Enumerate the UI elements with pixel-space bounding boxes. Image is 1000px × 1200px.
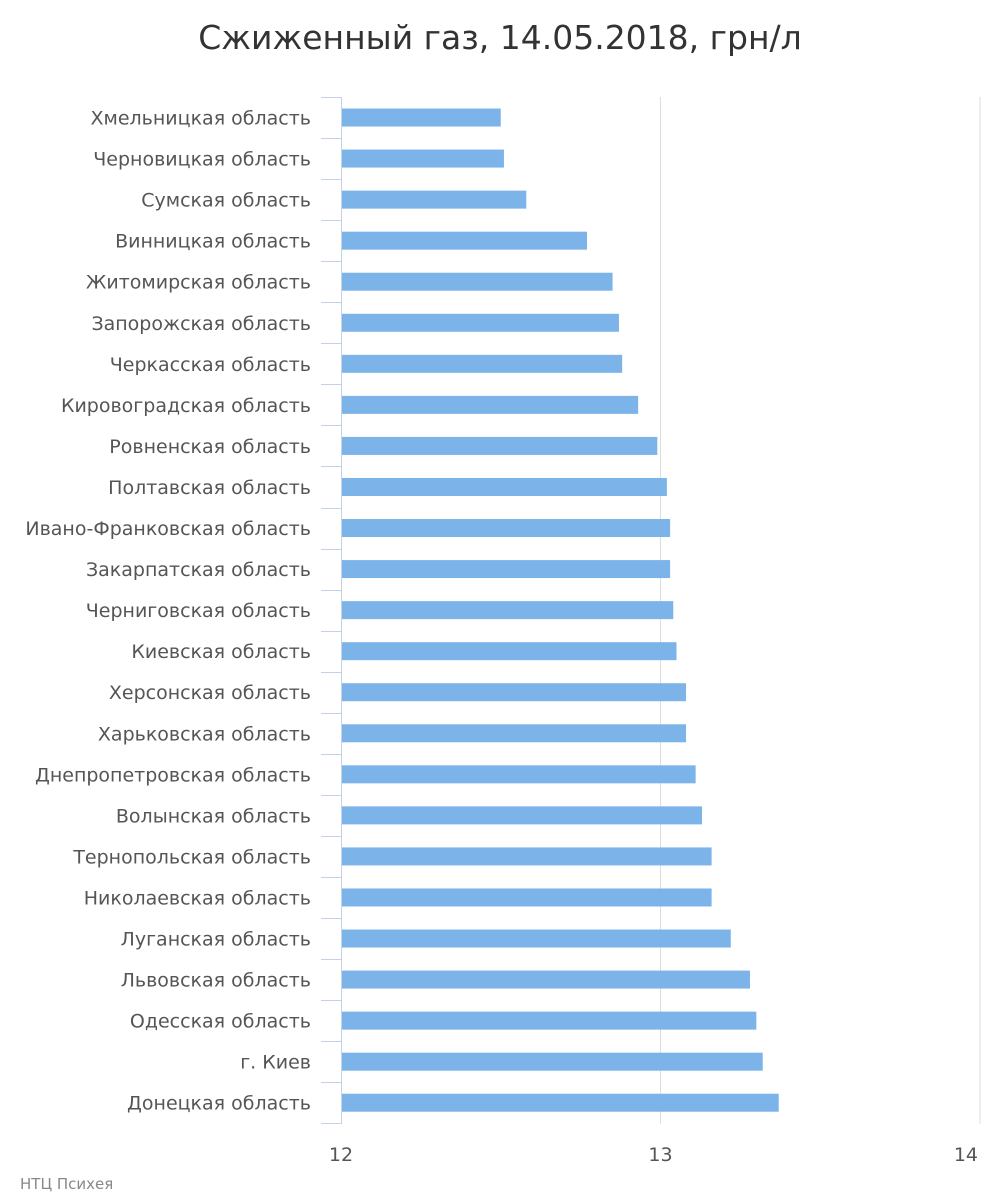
category-label: Закарпатская область [86, 559, 311, 581]
category-label: Волынская область [116, 805, 311, 827]
category-label: Харьковская область [98, 723, 311, 745]
bar [342, 724, 687, 743]
y-axis [321, 97, 342, 1124]
category-label: Николаевская область [84, 887, 311, 909]
category-label: Ивано-Франковская область [25, 518, 311, 540]
bar [342, 970, 750, 989]
category-label: Львовская область [121, 970, 311, 992]
category-label: Кировоградская область [61, 395, 311, 417]
category-label: г. Киев [240, 1052, 311, 1074]
bar [342, 436, 658, 455]
bar [342, 601, 674, 620]
bars [342, 108, 779, 1112]
bar [342, 519, 671, 538]
category-label: Донецкая область [127, 1093, 311, 1115]
bar [342, 1011, 757, 1030]
category-label: Тернопольская область [72, 846, 311, 868]
bar [342, 847, 712, 866]
grid-lines [660, 97, 981, 1124]
category-label: Черниговская область [86, 600, 311, 622]
category-label: Черновицкая область [93, 149, 311, 171]
bar [342, 354, 623, 373]
category-label: Черкасская область [110, 354, 311, 376]
category-label: Днепропетровская область [35, 764, 311, 786]
category-label: Запорожская область [91, 313, 311, 335]
bar [342, 1093, 779, 1112]
category-label: Хмельницкая область [90, 108, 311, 130]
bar [342, 560, 671, 579]
category-label: Одесская область [130, 1011, 311, 1033]
x-tick-label: 12 [329, 1144, 353, 1166]
category-label: Ровненская область [109, 436, 311, 458]
bar [342, 395, 639, 414]
bar [342, 313, 619, 332]
x-tick-label: 13 [648, 1144, 672, 1166]
credit-text: НТЦ Психея [20, 1175, 113, 1193]
x-tick-labels: 12 13 14 [329, 1144, 978, 1166]
bar [342, 272, 613, 291]
bar [342, 1052, 763, 1071]
category-label: Сумская область [141, 190, 311, 212]
bar [342, 477, 667, 496]
bar [342, 806, 703, 825]
bar [342, 190, 527, 209]
bar [342, 683, 687, 702]
chart-title: Сжиженный газ, 14.05.2018, грн/л [198, 18, 801, 57]
bar [342, 765, 696, 784]
category-labels: Хмельницкая область Черновицкая область Су… [25, 108, 311, 1115]
bar [342, 642, 677, 661]
bar [342, 108, 501, 127]
bar [342, 231, 588, 250]
bar [342, 149, 504, 168]
bar [342, 888, 712, 907]
category-label: Винницкая область [115, 231, 311, 253]
x-tick-label: 14 [954, 1144, 978, 1166]
category-label: Херсонская область [109, 682, 311, 704]
category-label: Житомирская область [86, 272, 311, 294]
category-label: Полтавская область [108, 477, 311, 499]
category-label: Киевская область [131, 641, 311, 663]
category-label: Луганская область [121, 929, 311, 951]
bar [342, 929, 731, 948]
